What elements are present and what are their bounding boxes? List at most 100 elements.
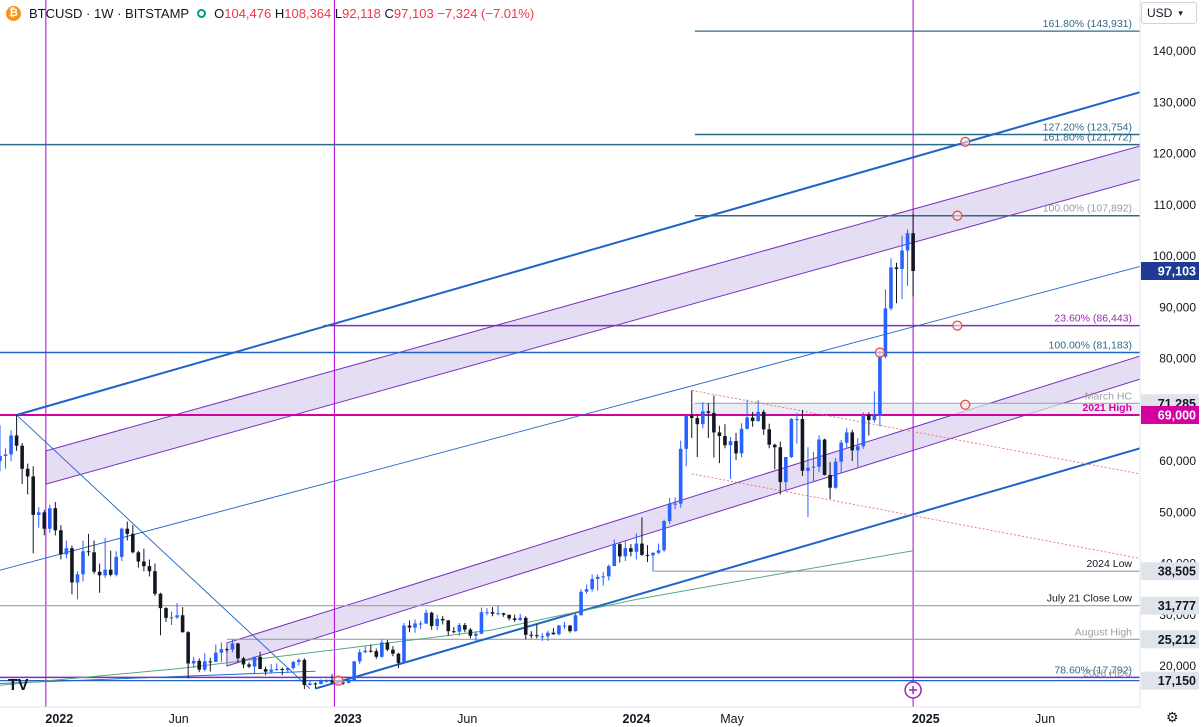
candle[interactable] (606, 564, 611, 581)
candle[interactable] (800, 409, 805, 476)
candle[interactable] (25, 463, 30, 495)
candle[interactable] (844, 427, 849, 448)
candle[interactable] (175, 602, 179, 619)
candle[interactable] (595, 574, 600, 591)
candle[interactable] (225, 647, 229, 653)
candle[interactable] (463, 622, 467, 633)
candle[interactable] (839, 440, 843, 474)
candle[interactable] (153, 563, 157, 596)
candle[interactable] (92, 540, 96, 574)
candle[interactable] (656, 543, 661, 555)
candle[interactable] (662, 519, 666, 552)
candle[interactable] (457, 622, 462, 636)
candle[interactable] (772, 443, 777, 470)
candle[interactable] (136, 550, 141, 568)
candle[interactable] (20, 443, 24, 485)
candle[interactable] (357, 649, 362, 664)
candle[interactable] (855, 438, 860, 467)
candle[interactable] (629, 544, 633, 557)
candle[interactable] (551, 628, 556, 635)
candle[interactable] (180, 607, 185, 633)
candle[interactable] (678, 440, 683, 508)
candle[interactable] (368, 644, 373, 653)
candle[interactable] (164, 607, 168, 622)
candle[interactable] (822, 438, 827, 476)
candle[interactable] (3, 448, 8, 469)
candle[interactable] (418, 620, 423, 630)
candle[interactable] (496, 605, 500, 616)
candle[interactable] (817, 435, 821, 473)
candle[interactable] (219, 642, 224, 662)
candle[interactable] (634, 533, 639, 560)
candle[interactable] (169, 611, 174, 626)
candle[interactable] (618, 543, 622, 563)
symbol-title[interactable]: BTCUSD · 1W · BITSTAMP (29, 5, 190, 21)
candle[interactable] (391, 646, 395, 657)
candle[interactable] (728, 437, 733, 480)
candle[interactable] (905, 229, 910, 286)
candle[interactable] (723, 424, 727, 449)
candle[interactable] (247, 662, 251, 669)
candle[interactable] (889, 258, 893, 311)
candle[interactable] (36, 507, 41, 528)
candle[interactable] (479, 607, 484, 635)
candle[interactable] (518, 613, 522, 621)
candle[interactable] (695, 415, 700, 457)
candle[interactable] (540, 633, 545, 641)
gear-icon[interactable]: ⚙ (1166, 709, 1179, 725)
candle[interactable] (197, 658, 202, 673)
candle[interactable] (280, 667, 285, 676)
candle[interactable] (557, 625, 561, 636)
candle[interactable] (717, 425, 722, 464)
candle[interactable] (402, 622, 406, 664)
candle[interactable] (712, 395, 716, 458)
candle[interactable] (435, 614, 439, 631)
candle[interactable] (125, 521, 130, 541)
candle[interactable] (568, 625, 572, 633)
candle[interactable] (131, 525, 135, 554)
candle[interactable] (42, 509, 47, 536)
candle[interactable] (601, 571, 606, 586)
candle[interactable] (883, 289, 888, 359)
candle[interactable] (9, 430, 13, 462)
candle[interactable] (651, 552, 655, 572)
candle[interactable] (108, 550, 113, 577)
candle[interactable] (490, 607, 495, 617)
candle[interactable] (640, 517, 644, 556)
candle[interactable] (756, 400, 760, 422)
candle[interactable] (70, 545, 74, 595)
candle[interactable] (158, 592, 163, 636)
candle[interactable] (413, 619, 417, 633)
candle[interactable] (573, 613, 578, 632)
candle[interactable] (274, 663, 279, 671)
candles[interactable] (0, 213, 915, 690)
candle[interactable] (285, 667, 290, 674)
candle[interactable] (501, 612, 506, 617)
candle[interactable] (142, 548, 146, 572)
candle[interactable] (374, 648, 379, 659)
candle[interactable] (507, 614, 511, 621)
candle[interactable] (202, 653, 207, 672)
candle[interactable] (745, 399, 749, 430)
candle[interactable] (806, 447, 810, 517)
candle[interactable] (103, 537, 107, 578)
candle[interactable] (59, 525, 63, 560)
candle[interactable] (451, 627, 456, 634)
candle[interactable] (424, 609, 428, 625)
candle[interactable] (269, 663, 273, 674)
candle[interactable] (562, 621, 567, 630)
candle[interactable] (701, 402, 705, 429)
candle[interactable] (147, 559, 152, 577)
candle[interactable] (828, 462, 832, 499)
candle[interactable] (468, 628, 473, 639)
candle[interactable] (673, 497, 677, 510)
candle[interactable] (440, 615, 445, 625)
candle[interactable] (14, 414, 19, 451)
candle[interactable] (789, 418, 794, 459)
candle[interactable] (313, 682, 318, 689)
candle[interactable] (396, 652, 401, 669)
candle[interactable] (352, 660, 356, 682)
candle[interactable] (241, 656, 246, 669)
candle[interactable] (850, 429, 855, 462)
candle[interactable] (784, 456, 788, 491)
